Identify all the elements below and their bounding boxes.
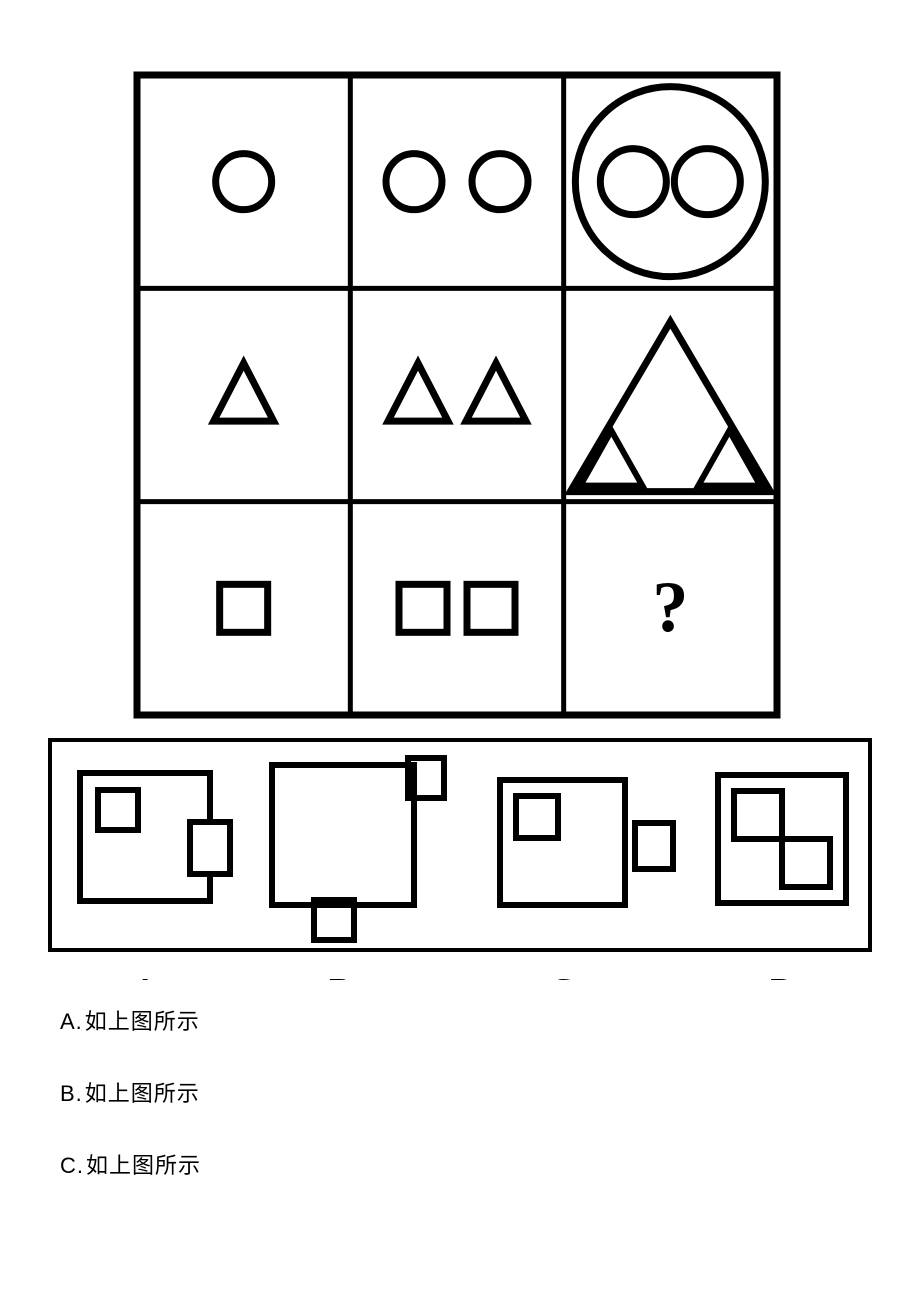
answer-prefix-a: A. xyxy=(60,1009,83,1034)
answer-prefix-b: B. xyxy=(60,1081,83,1106)
answer-list: A.如上图所示 B.如上图所示 C.如上图所示 xyxy=(60,1010,920,1179)
puzzle-grid-svg: ? A B C D xyxy=(0,0,920,980)
option-label-d: D xyxy=(770,971,793,980)
answer-line-c: C.如上图所示 xyxy=(60,1154,920,1178)
answer-line-b: B.如上图所示 xyxy=(60,1082,920,1106)
option-label-a: A xyxy=(133,971,156,980)
option-label-c: C xyxy=(550,971,573,980)
page-root: ? ABCD A.如上图所示 B.如上图所示 C.如上图所示 xyxy=(0,0,920,1179)
answer-line-a: A.如上图所示 xyxy=(60,1010,920,1034)
answer-text-b: 如上图所示 xyxy=(85,1081,200,1106)
answer-prefix-c: C. xyxy=(60,1153,84,1178)
option-label-b: B xyxy=(329,971,350,980)
answer-text-a: 如上图所示 xyxy=(85,1009,200,1034)
svg-text:?: ? xyxy=(652,567,688,647)
answer-text-c: 如上图所示 xyxy=(86,1153,201,1178)
